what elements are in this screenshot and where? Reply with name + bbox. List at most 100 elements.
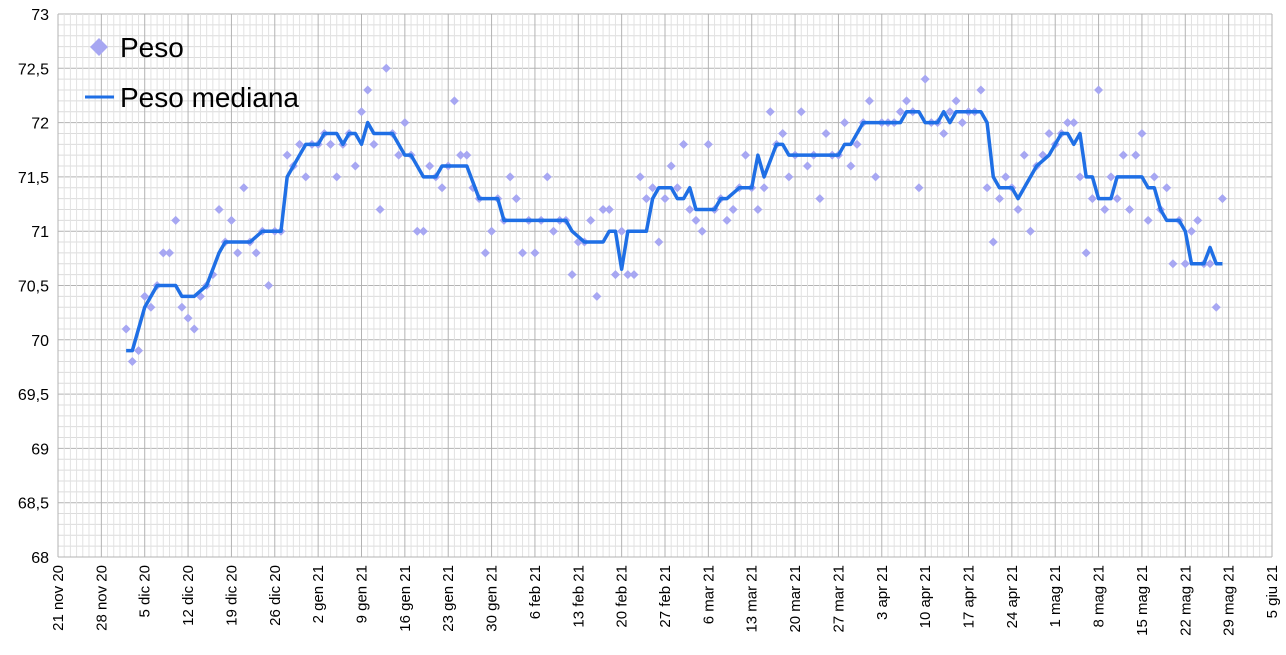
peso-point — [189, 324, 199, 334]
x-tick-label: 27 feb 21 — [657, 565, 674, 628]
peso-point — [703, 139, 713, 149]
peso-point — [1193, 215, 1203, 225]
peso-point — [518, 248, 528, 258]
peso-point — [1125, 204, 1135, 214]
peso-point — [815, 194, 825, 204]
x-tick-label: 1 mag 21 — [1047, 565, 1064, 628]
peso-point — [437, 183, 447, 193]
peso-point — [1118, 150, 1128, 160]
peso-point — [158, 248, 168, 258]
peso-point — [462, 150, 472, 160]
peso-point — [697, 226, 707, 236]
peso-point — [326, 139, 336, 149]
peso-point — [753, 204, 763, 214]
grid — [57, 13, 1273, 558]
peso-point — [449, 96, 459, 106]
peso-point — [586, 215, 596, 225]
peso-point — [332, 172, 342, 182]
peso-point — [233, 248, 243, 258]
peso-point — [1143, 215, 1153, 225]
peso-point — [666, 161, 676, 171]
peso-point — [672, 183, 682, 193]
peso-point — [394, 150, 404, 160]
peso-point — [127, 357, 137, 367]
peso-point — [171, 215, 181, 225]
x-tick-label: 9 gen 21 — [354, 565, 371, 623]
peso-point — [641, 194, 651, 204]
peso-point — [951, 96, 961, 106]
peso-point — [1205, 259, 1215, 269]
peso-point — [530, 248, 540, 258]
peso-point — [418, 226, 428, 236]
peso-point — [1137, 128, 1147, 138]
y-tick-label: 70,5 — [18, 279, 49, 296]
peso-point — [902, 96, 912, 106]
peso-point — [796, 107, 806, 117]
peso-point — [487, 226, 497, 236]
legend-mediana-label: Peso mediana — [120, 82, 299, 113]
peso-point — [121, 324, 131, 334]
x-tick-label: 6 mar 21 — [700, 565, 717, 624]
peso-point — [604, 204, 614, 214]
x-tick-label: 19 dic 20 — [223, 565, 240, 626]
peso-point — [1217, 194, 1227, 204]
y-tick-label: 69 — [31, 441, 49, 458]
peso-point — [610, 270, 620, 280]
peso-point — [741, 150, 751, 160]
peso-point — [728, 204, 738, 214]
x-tick-label: 17 apr 21 — [961, 565, 978, 628]
y-tick-label: 68,5 — [18, 496, 49, 513]
peso-point — [691, 215, 701, 225]
peso-point — [895, 107, 905, 117]
peso-point — [1001, 172, 1011, 182]
y-tick-label: 71 — [31, 224, 49, 241]
peso-point — [183, 313, 193, 323]
peso-point — [660, 194, 670, 204]
legend: Peso Peso mediana — [85, 32, 299, 113]
peso-point — [1094, 85, 1104, 95]
peso-point — [282, 150, 292, 160]
peso-point — [542, 172, 552, 182]
peso-point — [654, 237, 664, 247]
peso-point — [1211, 302, 1221, 312]
peso-point — [840, 118, 850, 128]
peso-point — [214, 204, 224, 214]
peso-point — [1044, 128, 1054, 138]
x-tick-label: 26 dic 20 — [267, 565, 284, 626]
x-tick-label: 22 mag 21 — [1177, 565, 1194, 636]
x-tick-label: 27 mar 21 — [830, 565, 847, 633]
peso-point — [375, 204, 385, 214]
x-tick-label: 21 nov 20 — [50, 565, 67, 631]
peso-point — [1100, 204, 1110, 214]
x-tick-label: 13 mar 21 — [744, 565, 761, 633]
peso-point — [623, 270, 633, 280]
x-tick-label: 6 feb 21 — [527, 565, 544, 619]
x-tick-label: 20 mar 21 — [787, 565, 804, 633]
y-tick-label: 72,5 — [18, 61, 49, 78]
peso-point — [778, 128, 788, 138]
peso-point — [592, 291, 602, 301]
y-tick-label: 68 — [31, 550, 49, 567]
peso-point — [456, 150, 466, 160]
peso-point — [994, 194, 1004, 204]
peso-point — [722, 215, 732, 225]
peso-point — [350, 161, 360, 171]
peso-point — [982, 183, 992, 193]
peso-point — [1075, 172, 1085, 182]
peso-point — [939, 128, 949, 138]
peso-point — [914, 183, 924, 193]
y-tick-label: 70 — [31, 333, 49, 350]
peso-point — [1112, 194, 1122, 204]
peso-point — [381, 63, 391, 73]
x-tick-label: 20 feb 21 — [614, 565, 631, 628]
peso-point — [369, 139, 379, 149]
x-tick-label: 15 mag 21 — [1134, 565, 1151, 636]
peso-point — [988, 237, 998, 247]
peso-point — [1025, 226, 1035, 236]
peso-point — [617, 226, 627, 236]
peso-point — [629, 270, 639, 280]
peso-point — [363, 85, 373, 95]
peso-point — [295, 139, 305, 149]
peso-point — [802, 161, 812, 171]
